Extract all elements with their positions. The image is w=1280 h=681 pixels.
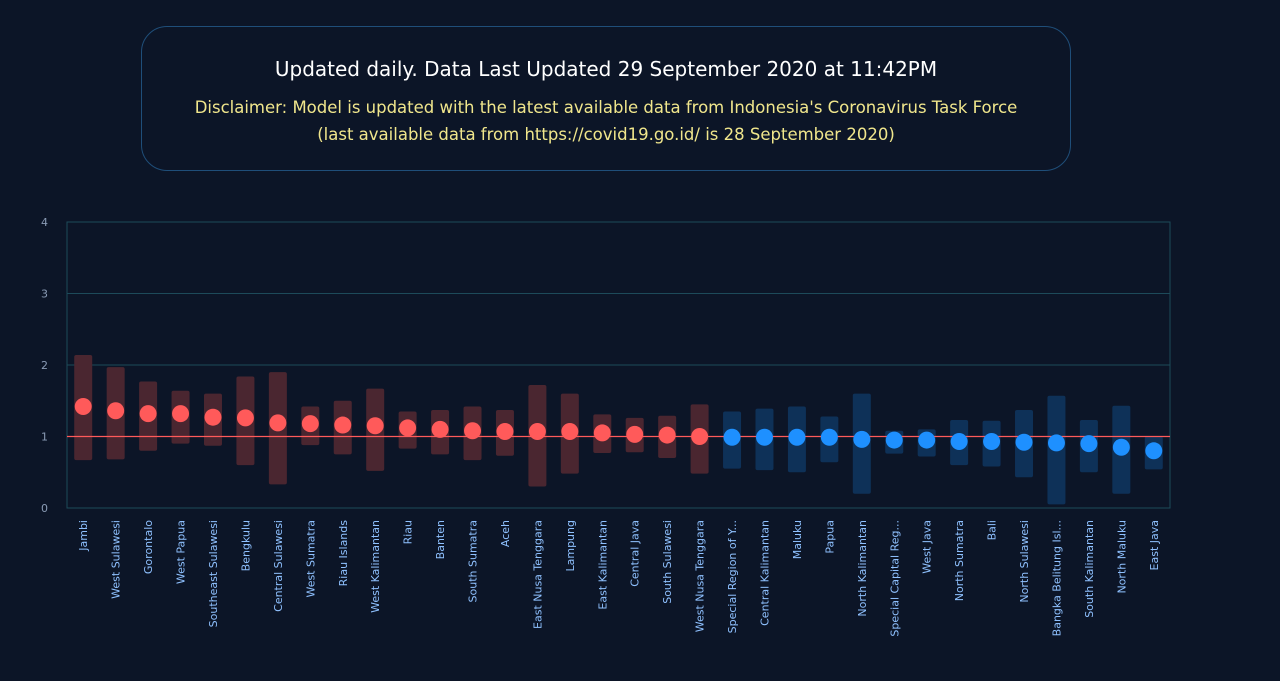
rt-point [139,405,157,423]
x-tick-label: North Sumatra [953,520,966,601]
x-tick-label: West Kalimantan [369,520,382,613]
x-tick-label: Gorontalo [142,520,155,574]
rt-point [820,428,838,446]
rt-point [918,431,936,449]
x-tick-label: Riau Islands [337,520,350,587]
x-tick-label: Jambi [77,520,90,552]
rt-point [172,405,190,423]
disclaimer-line-2: (last available data from https://covid1… [317,125,895,144]
y-tick-label: 4 [41,216,48,229]
rt-point [853,430,871,448]
x-tick-label: Bali [986,520,999,540]
rt-point [528,422,546,440]
x-tick-label: South Sumatra [467,520,480,602]
y-tick-label: 3 [41,288,48,301]
update-notice-box: Updated daily. Data Last Updated 29 Sept… [141,26,1071,171]
disclaimer-text: Disclaimer: Model is updated with the la… [142,94,1070,148]
x-tick-label: South Kalimantan [1083,520,1096,618]
x-tick-label: East Java [1148,520,1161,570]
rt-point [431,420,449,438]
rt-point [755,428,773,446]
x-tick-label: Maluku [791,520,804,559]
rt-point [691,428,709,445]
rt-point [626,425,644,443]
rt-point [269,414,287,432]
x-tick-label: West Papua [175,520,188,584]
x-tick-label: East Kalimantan [596,520,609,610]
x-tick-label: West Nusa Tenggara [694,520,707,632]
rt-point [723,428,741,446]
rt-point [366,417,384,435]
disclaimer-line-1: Disclaimer: Model is updated with the la… [194,98,1018,117]
y-tick-label: 2 [41,359,48,372]
rt-point [885,431,903,449]
x-tick-label: North Kalimantan [856,520,869,617]
y-tick-label: 1 [41,431,48,444]
rt-point [1015,433,1033,451]
x-tick-label: Bengkulu [239,520,252,571]
x-tick-label: Central Java [629,520,642,587]
rt-point [950,433,968,451]
y-tick-label: 0 [41,502,48,515]
rt-point [1145,442,1163,460]
x-tick-label: North Maluku [1115,520,1128,594]
x-tick-label: West Java [921,520,934,574]
rt-point [1080,435,1098,453]
rt-point [464,422,482,440]
x-tick-label: West Sumatra [304,520,317,598]
x-tick-label: Aceh [499,520,512,547]
rt-point [788,428,806,446]
rt-point [107,402,125,420]
x-tick-label: Riau [402,520,415,544]
x-tick-label: East Nusa Tenggara [531,520,544,629]
x-tick-label: North Sulawesi [1018,520,1031,603]
x-tick-label: Papua [823,520,836,554]
rt-point [1112,438,1130,456]
update-timestamp-text: Updated daily. Data Last Updated 29 Sept… [274,57,938,81]
rt-point [236,409,254,427]
rt-point [561,422,579,440]
x-tick-label: South Sulawesi [661,520,674,604]
x-tick-label: West Sulawesi [110,520,123,599]
x-tick-label: Special Region of Y... [726,520,739,633]
rt-point [74,397,92,415]
rt-point [593,424,611,442]
x-tick-label: Central Sulawesi [272,520,285,612]
x-tick-label: Central Kalimantan [758,520,771,626]
rt-point [658,426,676,444]
rt-point [301,415,319,433]
x-tick-label: Special Capital Reg... [888,520,901,637]
rt-point [983,433,1001,451]
x-tick-label: Lampung [564,520,577,572]
rt-point [1047,434,1065,452]
rt-point [496,422,514,440]
rt-point [204,408,222,426]
rt-point [334,416,352,434]
x-tick-label: Banten [434,520,447,559]
rt-point [399,419,417,437]
x-tick-label: Southeast Sulawesi [207,520,220,627]
x-tick-label: Bangka Belitung Isl... [1050,520,1063,636]
